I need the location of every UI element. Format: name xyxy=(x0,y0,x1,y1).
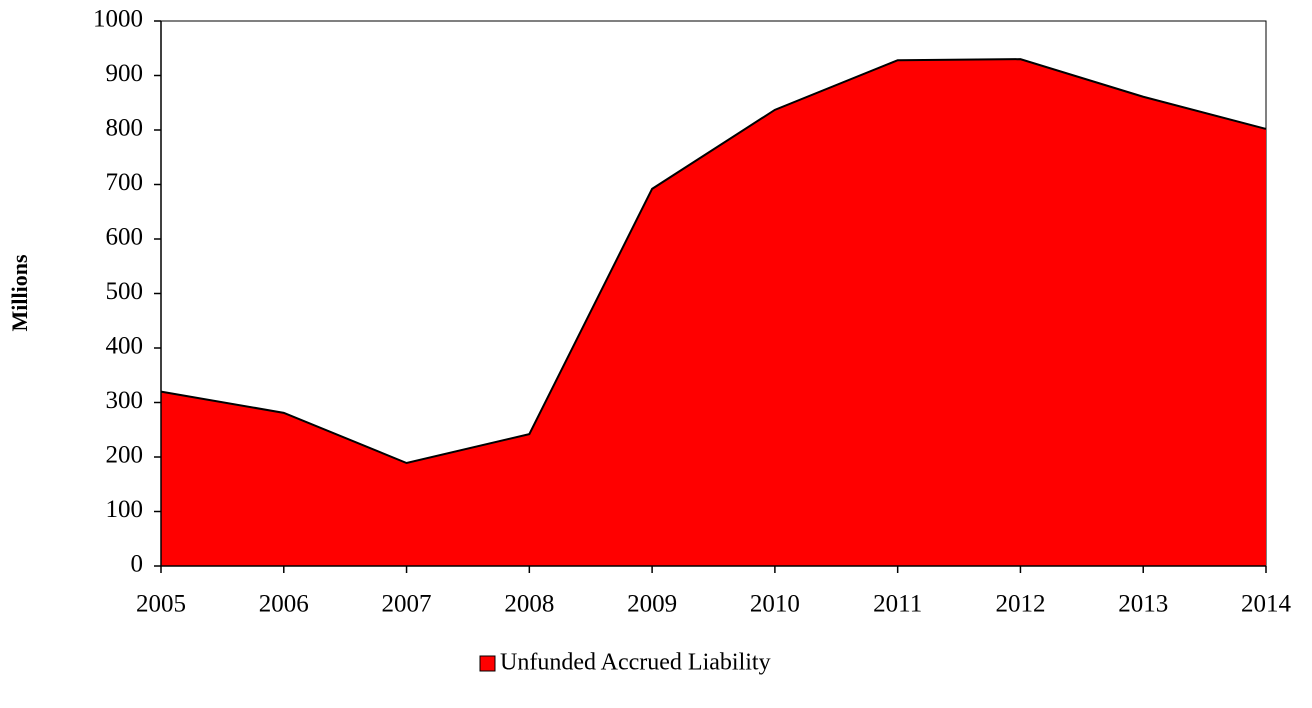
y-tick-label: 100 xyxy=(106,496,144,523)
x-tick-label: 2006 xyxy=(259,591,309,618)
legend-label: Unfunded Accrued Liability xyxy=(500,650,771,676)
y-axis-label: Millions xyxy=(7,254,32,331)
x-tick-label: 2009 xyxy=(627,591,677,618)
y-tick-label: 200 xyxy=(106,442,144,469)
y-tick-label: 300 xyxy=(106,387,144,414)
y-tick-label: 700 xyxy=(106,169,144,196)
x-tick-label: 2008 xyxy=(504,591,554,618)
y-tick-label: 500 xyxy=(106,278,144,305)
x-tick-label: 2012 xyxy=(995,591,1045,618)
x-tick-label: 2013 xyxy=(1118,591,1168,618)
area-line xyxy=(160,58,1267,465)
x-tick-label: 2014 xyxy=(1241,591,1292,618)
x-tick-label: 2010 xyxy=(750,591,800,618)
x-tick-label: 2011 xyxy=(873,591,922,618)
legend-swatch xyxy=(479,655,496,672)
y-tick-label: 600 xyxy=(106,224,144,251)
y-tick-label: 900 xyxy=(106,60,144,87)
area xyxy=(161,59,1266,567)
y-tick-label: 0 xyxy=(131,551,144,578)
x-tick-label: 2007 xyxy=(382,591,432,618)
x-tick-label: 2005 xyxy=(136,591,186,618)
y-tick-label: 400 xyxy=(106,333,144,360)
y-tick-label: 1000 xyxy=(93,6,143,33)
y-tick-label: 800 xyxy=(106,115,144,142)
